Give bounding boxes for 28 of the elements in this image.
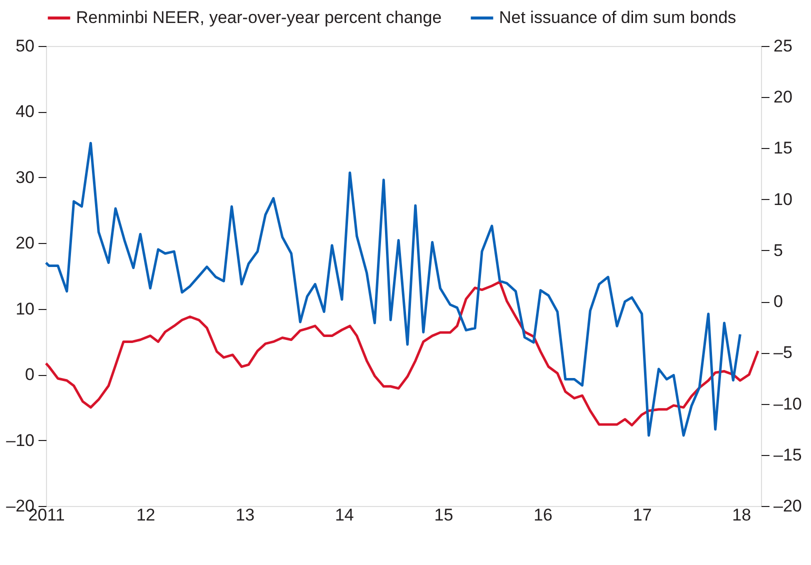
y2-tick-label: –15 (774, 445, 802, 464)
y2-tick-label: 20 (774, 88, 792, 107)
line-series (44, 280, 760, 426)
x-tick-label: 16 (534, 506, 552, 524)
y-tick-label: 40 (16, 102, 34, 122)
y2-tick-label: 25 (774, 36, 792, 56)
line-series (44, 142, 742, 437)
y2-tick-label: 5 (774, 240, 783, 260)
y-tick-label: –10 (6, 430, 34, 450)
x-tick-label: 18 (732, 506, 752, 524)
x-tick-label: 17 (632, 506, 652, 524)
y-tick-label: 0 (25, 365, 34, 384)
y2-tick-label: 0 (774, 292, 783, 312)
y-tick-label: 10 (16, 299, 34, 318)
y2-tick-label: –5 (774, 343, 792, 362)
y2-tick-label: –20 (774, 496, 802, 516)
x-tick-label: 12 (136, 506, 156, 524)
y-tick-label: 20 (16, 234, 34, 253)
y2-tick-label: 15 (774, 138, 792, 158)
y2-tick-label: –10 (774, 394, 802, 414)
legend-label: Net issuance of dim sum bonds (499, 8, 736, 27)
x-tick-label: 15 (434, 506, 454, 524)
x-tick-label: 14 (334, 506, 354, 524)
y-tick-label: 50 (16, 36, 34, 56)
legend-label: Renminbi NEER, year-over-year percent change (76, 8, 442, 27)
y2-tick-label: 10 (774, 190, 792, 209)
x-tick-label: 13 (236, 506, 255, 524)
y-tick-label: 30 (16, 168, 34, 187)
